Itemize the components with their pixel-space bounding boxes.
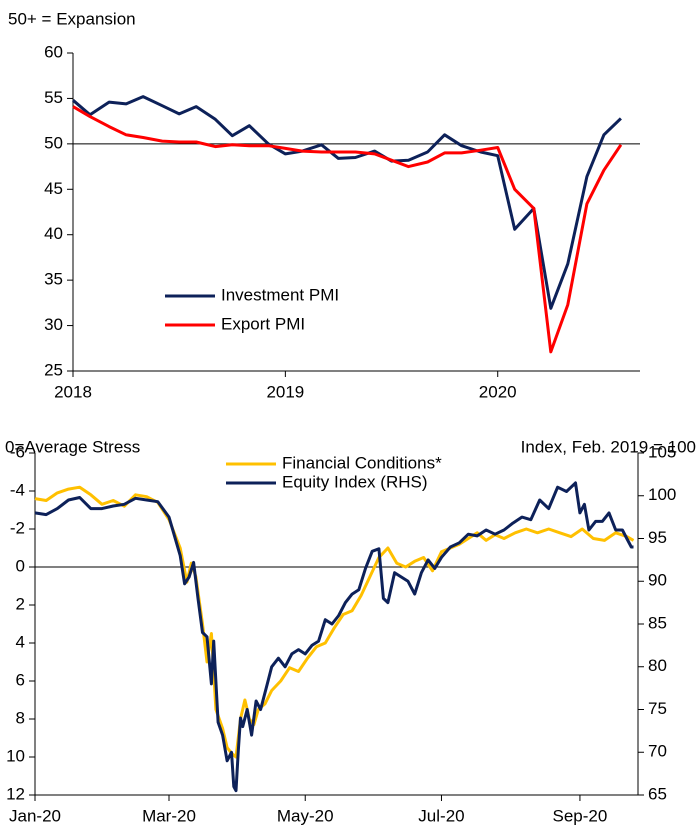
y2-tick-label: 65 bbox=[648, 784, 667, 803]
x-tick-label: 2018 bbox=[54, 382, 92, 401]
x-tick-label: Jul-20 bbox=[418, 806, 464, 825]
x-tick-label: Mar-20 bbox=[142, 806, 196, 825]
y-tick-label: 50 bbox=[44, 133, 63, 152]
y-tick-label: 6 bbox=[16, 670, 25, 689]
legend-label: Equity Index (RHS) bbox=[282, 472, 428, 491]
y-tick-label: 10 bbox=[6, 746, 25, 765]
y-tick-label: 55 bbox=[44, 88, 63, 107]
y2-axis-label: Index, Feb. 2019 = 100 bbox=[521, 437, 696, 456]
y2-tick-label: 75 bbox=[648, 699, 667, 718]
y-tick-label: 2 bbox=[16, 594, 25, 613]
y-tick-label: 60 bbox=[44, 42, 63, 61]
y-tick-label: 25 bbox=[44, 360, 63, 379]
series-line bbox=[72, 105, 623, 354]
y-tick-label: 30 bbox=[44, 315, 63, 334]
y-tick-label: -2 bbox=[10, 518, 25, 537]
y-tick-label: 35 bbox=[44, 270, 63, 289]
y-tick-label: 45 bbox=[44, 179, 63, 198]
y-tick-label: 4 bbox=[16, 632, 25, 651]
y2-tick-label: 70 bbox=[648, 742, 667, 761]
x-tick-label: 2020 bbox=[479, 382, 517, 401]
legend-label: Investment PMI bbox=[221, 285, 339, 304]
y2-tick-label: 105 bbox=[648, 442, 676, 461]
y-tick-label: 8 bbox=[16, 708, 25, 727]
y-tick-label: 0 bbox=[16, 556, 25, 575]
annotation: 50+ = Expansion bbox=[8, 9, 136, 28]
x-tick-label: Sep-20 bbox=[553, 806, 608, 825]
series-line bbox=[72, 95, 622, 310]
legend-label: Financial Conditions* bbox=[282, 453, 442, 472]
y2-tick-label: 100 bbox=[648, 485, 676, 504]
y2-tick-label: 95 bbox=[648, 528, 667, 547]
y2-tick-label: 80 bbox=[648, 656, 667, 675]
x-tick-label: 2019 bbox=[266, 382, 304, 401]
y-tick-label: 40 bbox=[44, 224, 63, 243]
y-tick-label: 12 bbox=[6, 784, 25, 803]
y-axis-label: 0=Average Stress bbox=[5, 437, 140, 456]
y-tick-label: -4 bbox=[10, 480, 25, 499]
y-tick-label: -6 bbox=[10, 442, 25, 461]
y2-tick-label: 90 bbox=[648, 571, 667, 590]
x-tick-label: Jan-20 bbox=[9, 806, 61, 825]
y2-tick-label: 85 bbox=[648, 613, 667, 632]
series-line bbox=[34, 481, 634, 793]
x-tick-label: May-20 bbox=[277, 806, 334, 825]
legend-label: Export PMI bbox=[221, 314, 305, 333]
